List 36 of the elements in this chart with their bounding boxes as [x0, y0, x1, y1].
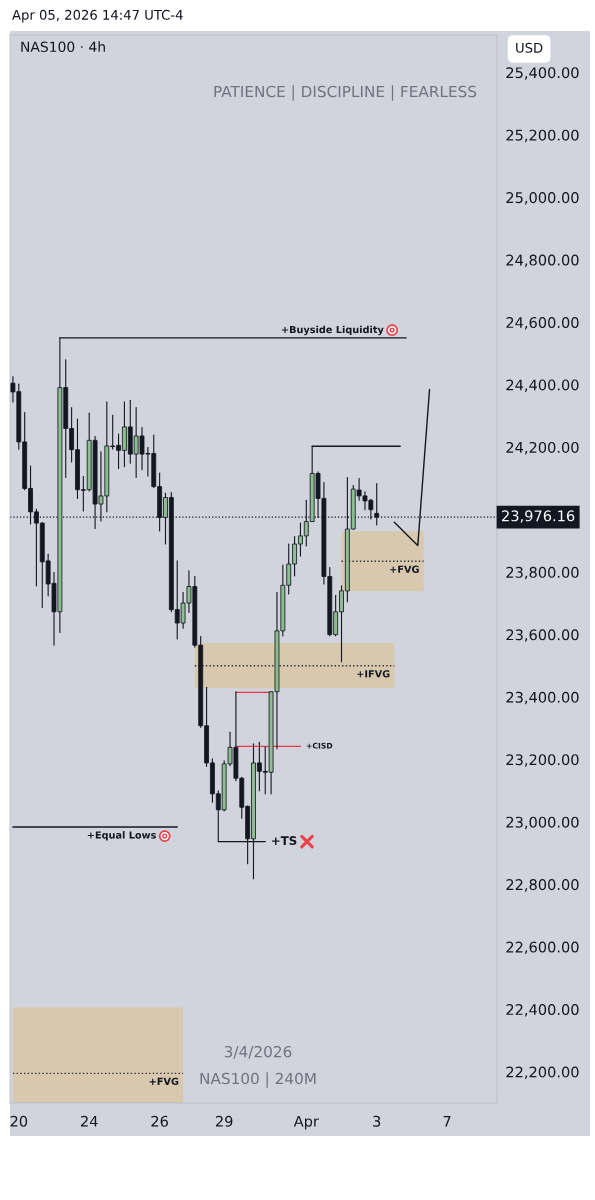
annotation: +IFVG: [357, 670, 390, 678]
x-tick-label: Apr: [293, 1115, 319, 1130]
y-tick-label: 24,400.00: [506, 379, 579, 392]
y-tick-label: 25,200.00: [506, 129, 579, 143]
annotation: +Equal Lows: [87, 831, 156, 841]
y-tick-label: 22,200.00: [506, 1066, 579, 1080]
annotation: +FVG: [149, 1077, 179, 1086]
y-tick-label: 23,000.00: [506, 816, 579, 830]
y-tick-label: 24,200.00: [506, 441, 579, 455]
annotation: +Buyside Liquidity: [281, 325, 384, 336]
text: PATIENCE | DISCIPLINE | FEARLESS: [214, 85, 477, 101]
chart-title: NAS100 · 4h: [21, 41, 105, 53]
x-tick-label: 20: [10, 1115, 28, 1127]
ref-line-label: 23,976.16: [502, 510, 575, 523]
y-tick-label: 25,000.00: [506, 192, 579, 205]
text: Apr 05, 2026 14:47 UTC-4: [12, 9, 183, 23]
annotation: 3/4/2026: [224, 1045, 292, 1059]
y-tick-label: 22,600.00: [506, 941, 579, 955]
y-tick-label: 24,800.00: [506, 254, 579, 268]
y-tick-label: 25,400.00: [506, 67, 579, 80]
annotation: +FVG: [390, 565, 419, 573]
x-tick-label: 3: [373, 1115, 381, 1127]
text: USD: [516, 42, 543, 53]
y-tick-label: 23,400.00: [506, 691, 579, 705]
annotation: +TS: [272, 836, 297, 846]
x-tick-label: 24: [81, 1115, 98, 1127]
x-tick-label: 7: [443, 1115, 451, 1127]
x-tick-label: 26: [151, 1115, 168, 1127]
y-tick-label: 24,600.00: [506, 317, 579, 330]
y-tick-label: 23,600.00: [506, 629, 579, 642]
y-tick-label: 22,800.00: [506, 879, 579, 892]
y-tick-label: 23,800.00: [506, 566, 579, 580]
y-tick-label: 23,200.00: [506, 754, 579, 767]
y-tick-label: 22,400.00: [506, 1004, 579, 1017]
x-tick-label: 29: [215, 1115, 233, 1127]
annotation: NAS100 | 240M: [200, 1072, 316, 1088]
